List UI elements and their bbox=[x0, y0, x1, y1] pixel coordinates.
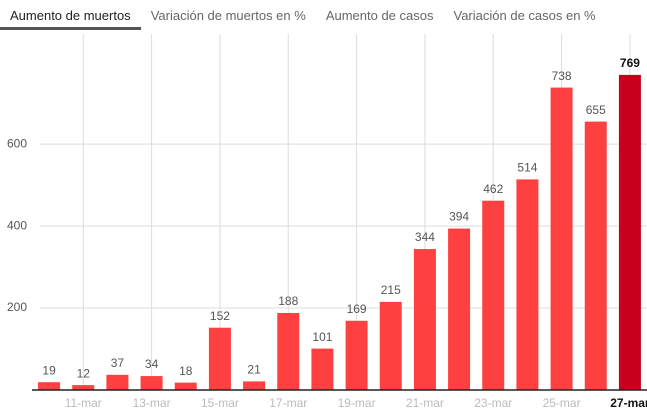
value-label: 12 bbox=[77, 366, 91, 380]
value-label: 37 bbox=[111, 356, 125, 370]
x-tick-label: 25-mar bbox=[543, 396, 581, 410]
value-label: 215 bbox=[381, 283, 401, 297]
value-label: 169 bbox=[347, 302, 367, 316]
x-tick-label: 11-mar bbox=[65, 396, 102, 410]
tab[interactable]: Aumento de casos bbox=[325, 8, 434, 23]
x-tick-label: 13-mar bbox=[133, 396, 171, 410]
y-tick-label: 600 bbox=[7, 136, 27, 150]
value-label: 18 bbox=[179, 364, 193, 378]
x-tick-label: 19-mar bbox=[338, 396, 376, 410]
bar bbox=[38, 382, 61, 390]
tab[interactable]: Variación de casos en % bbox=[453, 8, 596, 23]
bar bbox=[516, 179, 539, 390]
bar bbox=[413, 249, 436, 390]
value-label: 188 bbox=[278, 294, 298, 308]
bar bbox=[618, 74, 641, 391]
bar bbox=[106, 374, 129, 390]
tab[interactable]: Variación de muertos en % bbox=[150, 8, 306, 23]
x-tick-label: 15-mar bbox=[201, 396, 239, 410]
bar bbox=[72, 385, 95, 390]
tab[interactable]: Aumento de muertos bbox=[0, 0, 141, 30]
value-label: 394 bbox=[449, 210, 469, 224]
bar bbox=[140, 376, 163, 390]
y-tick-label: 200 bbox=[7, 300, 27, 314]
value-label: 19 bbox=[42, 363, 56, 377]
value-label: 34 bbox=[145, 357, 159, 371]
bar bbox=[379, 301, 402, 390]
bar bbox=[208, 327, 231, 390]
value-label: 738 bbox=[552, 69, 572, 83]
x-tick-label: 17-mar bbox=[269, 396, 307, 410]
value-label: 344 bbox=[415, 230, 435, 244]
bar bbox=[584, 121, 607, 391]
bar bbox=[174, 382, 197, 390]
y-tick-label: 400 bbox=[7, 218, 27, 232]
bar bbox=[448, 228, 471, 390]
value-label: 462 bbox=[483, 182, 503, 196]
value-label: 101 bbox=[312, 330, 332, 344]
bar bbox=[243, 381, 266, 390]
bar bbox=[550, 87, 573, 390]
bar bbox=[482, 200, 505, 390]
tab-bar: Aumento de muertos Variación de muertos e… bbox=[0, 0, 647, 30]
value-label: 769 bbox=[620, 56, 640, 70]
x-tick-label: 27-mar bbox=[610, 396, 647, 410]
value-label: 152 bbox=[210, 309, 230, 323]
bar bbox=[345, 320, 368, 390]
bar bbox=[311, 348, 334, 390]
value-label: 514 bbox=[517, 161, 537, 175]
value-label: 655 bbox=[586, 103, 606, 117]
x-tick-label: 21-mar bbox=[406, 396, 444, 410]
bar bbox=[277, 312, 300, 390]
x-tick-label: 23-mar bbox=[474, 396, 512, 410]
value-label: 21 bbox=[247, 363, 261, 377]
